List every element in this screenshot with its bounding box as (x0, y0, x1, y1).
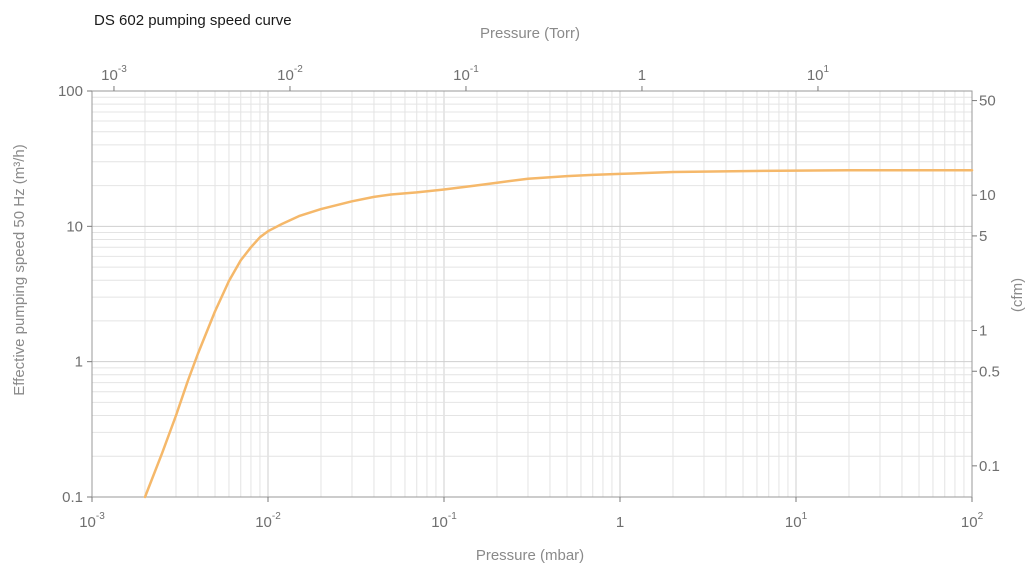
series (143, 168, 974, 499)
y2-tick-label: 5 (979, 228, 987, 245)
x-tick-label: 10-3 (79, 511, 105, 531)
y-tick-label: 1 (75, 354, 83, 371)
y-tick-label: 10 (66, 218, 83, 235)
plot-frame (91, 90, 973, 498)
y2-tick-label: 0.1 (979, 458, 1000, 475)
y2-tick-label: 0.5 (979, 363, 1000, 380)
x2-tick-label: 10-1 (453, 64, 479, 84)
x2-tick-label: 101 (807, 64, 830, 84)
y-tick-label: 100 (58, 83, 83, 100)
chart-title: DS 602 pumping speed curve (94, 12, 292, 29)
x2-axis-label: Pressure (Torr) (480, 25, 580, 42)
y-axis-label: Effective pumping speed 50 Hz (m³/h) (11, 144, 28, 396)
y-tick-label: 0.1 (62, 489, 83, 506)
x-axis-label: Pressure (mbar) (476, 547, 584, 564)
y2-axis-label: (cfm) (1009, 278, 1026, 312)
x-tick-label: 101 (785, 511, 808, 531)
y2-tick-label: 50 (979, 93, 996, 110)
x-tick-label: 1 (616, 514, 624, 531)
x2-tick-label: 10-2 (277, 64, 303, 84)
pumping-speed-curve (143, 168, 974, 499)
x2-tick-label: 1 (638, 67, 646, 84)
x-tick-label: 10-1 (431, 511, 457, 531)
x-tick-label: 10-2 (255, 511, 281, 531)
y2-tick-label: 10 (979, 187, 996, 204)
x2-tick-label: 10-3 (101, 64, 127, 84)
grid (91, 91, 972, 498)
y2-tick-label: 1 (979, 323, 987, 340)
x-tick-label: 102 (961, 511, 984, 531)
